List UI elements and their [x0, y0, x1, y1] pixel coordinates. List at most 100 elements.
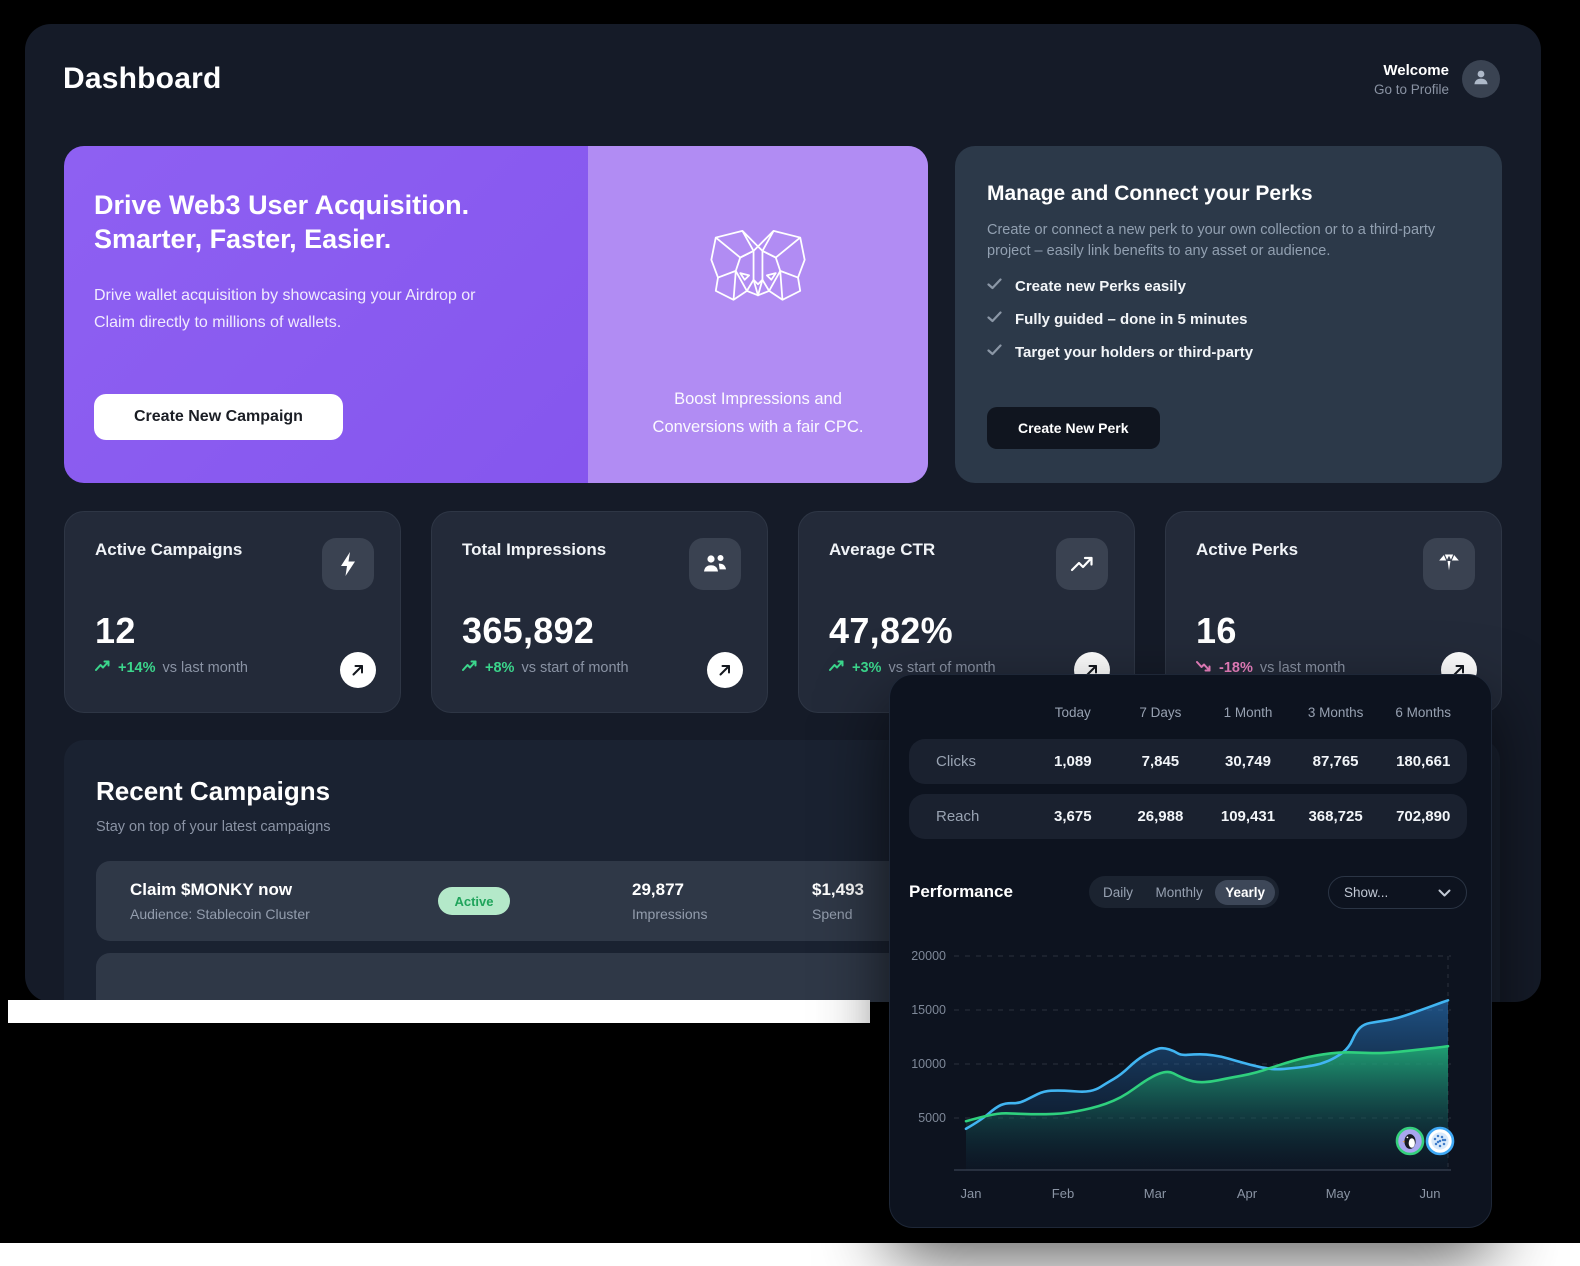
svg-text:20000: 20000 — [911, 949, 946, 963]
performance-bar: Performance Daily Monthly Yearly Show... — [909, 875, 1467, 909]
column-header: 7 Days — [1139, 705, 1182, 720]
background-divider — [0, 1243, 1580, 1266]
trend-up-icon — [462, 660, 478, 676]
perk-bullet-label: Target your holders or third-party — [1015, 343, 1254, 361]
metric-value: 702,890 — [1396, 808, 1451, 825]
svg-text:Apr: Apr — [1237, 1186, 1258, 1201]
open-stat-button[interactable] — [340, 652, 376, 688]
trend-down-icon — [1196, 660, 1212, 676]
metric-value: 7,845 — [1141, 753, 1180, 770]
row-label: Clicks — [936, 753, 976, 770]
campaign-spend-value: $1,493 — [812, 880, 864, 899]
banner-caption-line2: Conversions with a fair CPC. — [652, 418, 864, 436]
column-header: 1 Month — [1223, 705, 1273, 720]
svg-text:Feb: Feb — [1052, 1186, 1074, 1201]
perk-bullet: Fully guided – done in 5 minutes — [987, 310, 1470, 328]
metric-value: 368,725 — [1308, 808, 1363, 825]
hero-banner: Drive Web3 User Acquisition. Smarter, Fa… — [64, 146, 928, 483]
recent-campaigns-title: Recent Campaigns — [96, 776, 331, 806]
perks-card: Manage and Connect your Perks Create or … — [955, 146, 1502, 483]
svg-text:Jun: Jun — [1420, 1186, 1441, 1201]
metric-value: 87,765 — [1312, 753, 1359, 770]
campaign-audience: Audience: Stablecoin Cluster — [130, 906, 310, 922]
stat-label: Total Impressions — [462, 540, 607, 559]
sphere-token-icon[interactable] — [1425, 1126, 1455, 1156]
column-header: 6 Months — [1395, 705, 1451, 720]
page-title: Dashboard — [63, 62, 222, 95]
open-stat-button[interactable] — [707, 652, 743, 688]
tab-monthly[interactable]: Monthly — [1155, 884, 1203, 900]
hero-banner-left: Drive Web3 User Acquisition. Smarter, Fa… — [64, 146, 588, 483]
campaign-impressions-label: Impressions — [632, 906, 708, 922]
trend-suffix: vs start of month — [888, 660, 996, 676]
trend-up-icon — [95, 660, 111, 676]
person-icon — [1471, 67, 1491, 92]
svg-text:5000: 5000 — [918, 1111, 946, 1125]
svg-text:Jan: Jan — [961, 1186, 982, 1201]
stat-label: Average CTR — [829, 540, 936, 559]
metrics-row-clicks: Clicks 1,089 7,845 30,749 87,765 180,661 — [909, 739, 1467, 784]
show-dropdown[interactable]: Show... — [1328, 875, 1467, 909]
campaign-impressions-value: 29,877 — [632, 880, 684, 899]
perk-bullet-label: Fully guided – done in 5 minutes — [1015, 310, 1248, 328]
banner-heading-line1: Drive Web3 User Acquisition. — [94, 190, 470, 220]
trend-value: +3% — [852, 660, 882, 676]
campaign-spend-label: Spend — [812, 906, 853, 922]
chevron-down-icon — [1438, 885, 1451, 900]
stat-value: 16 — [1196, 610, 1237, 651]
metric-value: 26,988 — [1137, 808, 1184, 825]
performance-chart: 20000 15000 10000 5000 Jan Feb Mar Apr May Jun — [911, 949, 1455, 1201]
perk-bullet-label: Create new Perks easily — [1015, 277, 1186, 295]
stat-value: 365,892 — [462, 610, 595, 651]
users-icon — [689, 538, 741, 590]
create-campaign-button[interactable]: Create New Campaign — [94, 394, 343, 440]
bolt-icon — [322, 538, 374, 590]
background-divider — [8, 1000, 870, 1023]
stat-card-active-campaigns: Active Campaigns 12 +14% vs last month — [64, 511, 401, 713]
metric-value: 109,431 — [1220, 808, 1276, 825]
welcome-label: Welcome — [1383, 61, 1449, 79]
metric-value: 180,661 — [1396, 753, 1451, 770]
gem-icon — [1423, 538, 1475, 590]
metrics-overlay-panel: Today 7 Days 1 Month 3 Months 6 Months C… — [889, 674, 1492, 1228]
metric-value: 3,675 — [1054, 808, 1092, 825]
go-to-profile-link[interactable]: Go to Profile — [1373, 81, 1449, 97]
svg-text:May: May — [1326, 1186, 1351, 1201]
stat-value: 12 — [95, 610, 136, 651]
trend-value: +14% — [118, 660, 156, 676]
hero-banner-right: Boost Impressions and Conversions with a… — [588, 146, 928, 483]
svg-text:10000: 10000 — [911, 1057, 946, 1071]
campaign-name: Claim $MONKY now — [130, 880, 293, 899]
avatar[interactable] — [1462, 60, 1500, 98]
profile-box[interactable]: Welcome Go to Profile — [1374, 60, 1500, 98]
trend-value: +8% — [485, 660, 515, 676]
stat-label: Active Campaigns — [95, 540, 243, 559]
perk-bullet: Create new Perks easily — [987, 277, 1470, 295]
show-dropdown-value: Show... — [1344, 884, 1389, 900]
svg-text:15000: 15000 — [911, 1003, 946, 1017]
column-header: 3 Months — [1307, 705, 1364, 720]
tab-daily[interactable]: Daily — [1103, 884, 1134, 900]
trend-suffix: vs start of month — [521, 660, 629, 676]
tab-yearly[interactable]: Yearly — [1215, 879, 1275, 905]
status-badge: Active — [438, 887, 510, 915]
metric-value: 30,749 — [1225, 753, 1271, 770]
penguin-token-icon[interactable] — [1395, 1126, 1425, 1156]
metric-value: 1,089 — [1054, 753, 1092, 770]
banner-caption-line1: Boost Impressions and — [674, 390, 842, 408]
trend-up-icon — [829, 660, 845, 676]
check-icon — [987, 343, 1002, 361]
period-tabs: Daily Monthly Yearly — [1089, 876, 1279, 908]
perks-title: Manage and Connect your Perks — [987, 182, 1313, 205]
column-header: Today — [1054, 705, 1091, 720]
banner-heading-line2: Smarter, Faster, Easier. — [94, 224, 392, 254]
perk-bullet: Target your holders or third-party — [987, 343, 1470, 361]
metrics-header-row: Today 7 Days 1 Month 3 Months 6 Months — [909, 705, 1467, 720]
trend-value: -18% — [1219, 660, 1253, 676]
create-perk-button[interactable]: Create New Perk — [987, 407, 1160, 449]
check-icon — [987, 310, 1002, 328]
recent-campaigns-subtitle: Stay on top of your latest campaigns — [96, 819, 331, 835]
stat-label: Active Perks — [1196, 540, 1299, 559]
stat-value: 47,82% — [829, 610, 953, 651]
